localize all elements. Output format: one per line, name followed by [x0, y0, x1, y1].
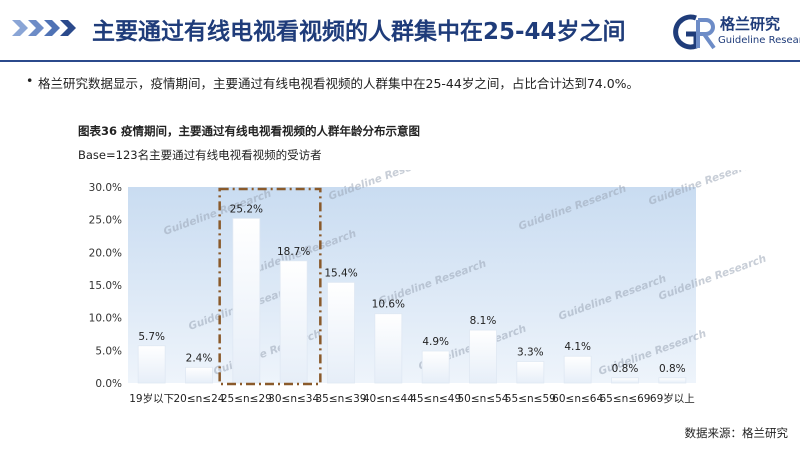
y-tick-label: 0.0% — [95, 378, 122, 390]
logo-subtitle: Guideline Research — [718, 35, 800, 46]
value-labels: 5.7% 2.4% 25.2% 18.7% 15.4% 10.6% 4.9% 8.1% 3.3%… — [138, 203, 685, 374]
bar — [327, 281, 355, 384]
x-tick-label: 50≤n≤54 — [458, 393, 509, 405]
bar — [421, 350, 450, 384]
y-tick-label: 5.0% — [95, 345, 122, 357]
bar — [563, 355, 592, 384]
y-tick-label: 30.0% — [89, 182, 122, 194]
y-tick-label: 10.0% — [89, 313, 122, 325]
data-source: 数据来源：格兰研究 — [684, 426, 789, 440]
x-tick-label: 30≤n≤34 — [268, 393, 319, 405]
figure-base: Base=123名主要通过有线电视看视频的受访者 — [78, 148, 322, 162]
bar-value-label: 3.3% — [517, 346, 544, 358]
x-tick-label: 45≤n≤49 — [410, 393, 461, 405]
bar — [658, 377, 687, 384]
x-tick-label: 19岁以下 — [129, 392, 174, 405]
chevrons-icon — [12, 20, 76, 36]
x-tick-label: 20≤n≤24 — [174, 393, 225, 405]
bar-value-label: 15.4% — [324, 267, 357, 279]
x-tick-label: 60≤n≤64 — [552, 393, 603, 405]
bars — [137, 217, 687, 384]
x-tick-label: 35≤n≤39 — [316, 393, 367, 405]
bullet-dot-icon: • — [26, 73, 34, 88]
header-divider — [0, 60, 800, 62]
bar — [516, 361, 545, 384]
bar — [232, 217, 261, 384]
logo: 格兰研究 Guideline Research — [668, 10, 800, 54]
bar-value-label: 8.1% — [470, 315, 497, 327]
x-axis: 19岁以下 20≤n≤2425≤n≤2930≤n≤3435≤n≤3940≤n≤44… — [129, 392, 695, 405]
x-tick-label: 55≤n≤59 — [505, 393, 556, 405]
bar — [185, 366, 213, 384]
y-tick-label: 20.0% — [89, 247, 122, 259]
bar — [469, 329, 497, 384]
bar-value-label: 4.1% — [564, 341, 591, 353]
bar — [374, 313, 403, 384]
bar — [279, 260, 308, 384]
logo-mark-icon — [673, 14, 716, 50]
header: 主要通过有线电视看视频的人群集中在25-44岁之间 格兰研究 Guideline… — [0, 0, 800, 62]
bar-value-label: 5.7% — [138, 331, 165, 343]
y-tick-label: 25.0% — [89, 215, 122, 227]
summary-bullet: • 格兰研究数据显示，疫情期间，主要通过有线电视看视频的人群集中在25-44岁之… — [26, 73, 640, 92]
plot-area — [128, 187, 696, 383]
logo-name: 格兰研究 — [720, 15, 781, 33]
y-axis: 0.0% 5.0% 10.0% 15.0% 20.0% 25.0% 30.0% — [89, 182, 122, 390]
bar-value-label: 25.2% — [230, 203, 263, 215]
bar-value-label: 4.9% — [422, 336, 449, 348]
figure-title: 图表36 疫情期间，主要通过有线电视看视频的人群年龄分布示意图 — [78, 124, 421, 138]
x-tick-label: 69岁以上 — [650, 392, 695, 405]
y-tick-label: 15.0% — [89, 280, 122, 292]
bar-value-label: 18.7% — [277, 246, 310, 258]
x-tick-label: 25≤n≤29 — [221, 393, 272, 405]
bar-value-label: 0.8% — [659, 363, 686, 375]
x-tick-label: 40≤n≤44 — [363, 393, 414, 405]
highlight-box — [218, 187, 322, 386]
page-title: 主要通过有线电视看视频的人群集中在25-44岁之间 — [92, 19, 626, 45]
bar-value-label: 0.8% — [612, 363, 639, 375]
bar — [137, 345, 166, 384]
x-tick-label: 65≤n≤69 — [600, 393, 651, 405]
bar — [611, 377, 639, 384]
summary-text: 格兰研究数据显示，疫情期间，主要通过有线电视看视频的人群集中在25-44岁之间，… — [38, 76, 640, 91]
bar-value-label: 2.4% — [186, 352, 213, 364]
bar-value-label: 10.6% — [372, 299, 405, 311]
